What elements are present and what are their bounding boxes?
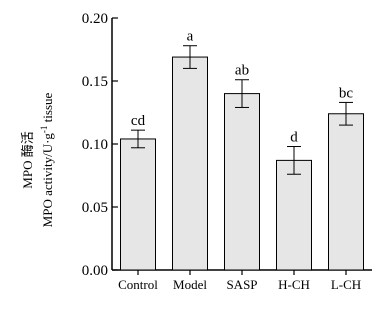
x-categories: Control Model SASP H-CH L-CH	[118, 270, 361, 292]
y-tick-label: 0.00	[82, 263, 108, 279]
y-axis-label: MPO 酶活 MPO activity/U·g-1 tissue	[20, 92, 55, 227]
significance-label: bc	[339, 85, 354, 101]
x-category-label: SASP	[226, 277, 257, 292]
y-axis-label-tail: tissue	[40, 92, 55, 125]
bar-sasp	[224, 93, 260, 271]
bar-control	[120, 138, 156, 271]
y-tick-label: 0.05	[82, 200, 108, 216]
y-axis-label-superscript: -1	[39, 126, 49, 134]
bar-model	[172, 56, 208, 271]
x-category-label: Control	[118, 277, 158, 292]
significance-label: cd	[131, 113, 146, 129]
significance-label: ab	[235, 63, 249, 79]
significance-label: a	[187, 29, 194, 45]
bar-l-ch	[328, 113, 364, 271]
y-ticks: 0.00 0.05 0.10 0.15 0.20	[82, 11, 118, 279]
y-axis-label-line1: MPO 酶活	[20, 131, 35, 188]
y-axis-label-line2: MPO activity/U·g-1 tissue	[39, 92, 55, 227]
bar-h-ch	[276, 159, 312, 271]
y-tick-label: 0.15	[82, 74, 108, 90]
y-tick-label: 0.20	[82, 11, 108, 27]
bars: cd a ab d bc	[120, 29, 364, 271]
y-tick-label: 0.10	[82, 137, 108, 153]
significance-label: d	[290, 130, 298, 146]
x-category-label: Model	[173, 277, 207, 292]
y-axis-label-unit: MPO activity/U·g	[40, 133, 55, 228]
x-category-label: L-CH	[331, 277, 361, 292]
x-category-label: H-CH	[278, 277, 310, 292]
